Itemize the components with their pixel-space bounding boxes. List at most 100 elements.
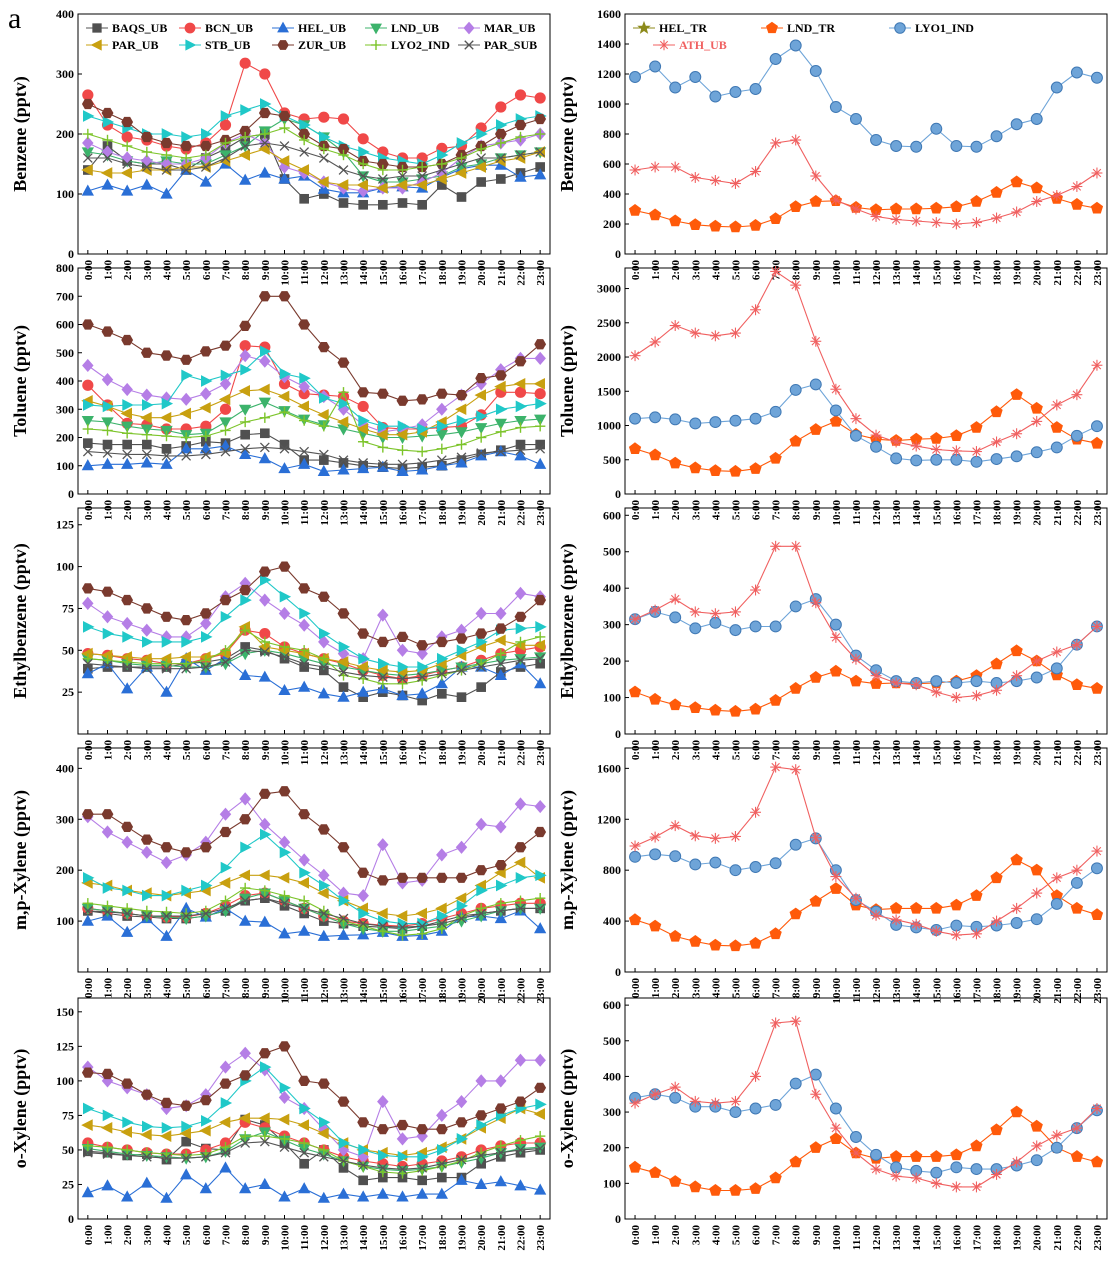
x-tick-label: 9:00 bbox=[811, 1225, 823, 1246]
data-point bbox=[240, 1138, 251, 1148]
data-point bbox=[629, 164, 641, 176]
data-point bbox=[102, 1109, 115, 1122]
series-par-sub bbox=[82, 442, 546, 470]
data-point bbox=[629, 71, 642, 83]
data-point bbox=[338, 387, 349, 398]
data-point bbox=[160, 929, 173, 941]
x-tick-label: 5:00 bbox=[730, 740, 742, 761]
y-tick-label: 100 bbox=[56, 1074, 74, 1088]
x-tick-label: 14:00 bbox=[911, 1225, 923, 1251]
x-tick-label: 20:00 bbox=[476, 260, 488, 286]
data-point bbox=[259, 1061, 272, 1073]
data-point bbox=[750, 166, 762, 177]
data-point bbox=[456, 1133, 469, 1145]
data-point bbox=[628, 204, 642, 216]
y-tick-label: 1500 bbox=[597, 384, 621, 398]
data-point bbox=[1050, 421, 1063, 433]
x-tick-label: 4:00 bbox=[162, 740, 174, 761]
data-point bbox=[648, 1166, 662, 1178]
data-point bbox=[750, 806, 762, 818]
x-tick-label: 0:00 bbox=[83, 260, 95, 281]
series-line bbox=[87, 295, 541, 402]
data-point bbox=[377, 420, 390, 433]
data-point bbox=[534, 414, 547, 426]
data-point bbox=[790, 540, 802, 552]
data-point bbox=[417, 458, 428, 468]
series-stb-ub bbox=[83, 828, 547, 930]
data-point bbox=[1051, 646, 1063, 658]
data-point bbox=[397, 164, 408, 176]
data-point bbox=[397, 459, 408, 470]
data-point bbox=[141, 623, 153, 637]
data-point bbox=[709, 416, 722, 429]
y-tick-label: 100 bbox=[603, 1176, 621, 1190]
data-point bbox=[357, 1117, 370, 1128]
data-point bbox=[82, 128, 94, 140]
data-point bbox=[161, 911, 172, 921]
y-axis-label: Toluene (pptv) bbox=[557, 325, 578, 437]
data-point bbox=[239, 625, 251, 636]
legend-entry: HEL_UB bbox=[272, 21, 346, 35]
data-point bbox=[749, 620, 762, 633]
data-point bbox=[455, 1173, 468, 1185]
data-point bbox=[910, 454, 923, 467]
x-tick-label: 14:00 bbox=[358, 500, 370, 526]
data-point bbox=[318, 635, 330, 649]
data-point bbox=[279, 141, 290, 151]
data-point bbox=[279, 443, 290, 454]
data-point bbox=[318, 131, 331, 143]
data-point bbox=[278, 561, 291, 572]
y-tick-label: 1400 bbox=[597, 37, 621, 51]
plot-frame bbox=[77, 507, 551, 735]
x-tick-label: 2:00 bbox=[670, 500, 682, 521]
data-point bbox=[1030, 913, 1043, 926]
data-point bbox=[456, 665, 467, 676]
data-point bbox=[239, 416, 251, 428]
data-point bbox=[435, 388, 448, 399]
chart-panel-3: 0 100 200 300 400 500 600 700 800 0:00 1:00 2:00 3:0… bbox=[10, 261, 551, 526]
data-point bbox=[239, 584, 252, 596]
series-line bbox=[87, 1052, 541, 1158]
x-tick-label: 4:00 bbox=[710, 978, 722, 999]
data-point bbox=[416, 647, 428, 661]
data-point bbox=[199, 842, 212, 853]
data-point bbox=[122, 1150, 133, 1161]
data-point bbox=[689, 622, 702, 635]
y-tick-label: 200 bbox=[603, 654, 621, 668]
x-tick-label: 18:00 bbox=[992, 500, 1004, 526]
data-point bbox=[950, 200, 963, 213]
series-par-ub bbox=[81, 621, 545, 678]
data-point bbox=[396, 395, 409, 406]
legend-entry: ZUR_UB bbox=[272, 38, 346, 52]
data-point bbox=[259, 647, 270, 657]
data-point bbox=[140, 1089, 153, 1100]
x-tick-label: 3:00 bbox=[142, 978, 154, 999]
x-tick-label: 19:00 bbox=[1012, 260, 1024, 286]
data-point bbox=[140, 178, 153, 190]
x-tick-label: 18:00 bbox=[437, 500, 449, 526]
data-point bbox=[122, 631, 134, 643]
y-tick-label: 300 bbox=[603, 1105, 621, 1119]
legend-entry: LYO1_IND bbox=[889, 21, 974, 35]
data-point bbox=[240, 841, 252, 854]
legend-label: LND_TR bbox=[787, 21, 835, 35]
data-point bbox=[277, 155, 290, 167]
data-point bbox=[298, 134, 310, 146]
data-point bbox=[850, 892, 862, 904]
data-point bbox=[1071, 864, 1083, 876]
series-bcn-ub bbox=[82, 1116, 546, 1173]
data-point bbox=[317, 591, 330, 602]
data-point bbox=[317, 464, 330, 477]
data-point bbox=[377, 926, 389, 937]
data-point bbox=[910, 202, 923, 215]
x-tick-label: 9:00 bbox=[260, 500, 272, 521]
data-point bbox=[930, 217, 942, 228]
data-point bbox=[219, 403, 232, 415]
data-point bbox=[180, 442, 193, 454]
data-point bbox=[455, 872, 468, 883]
x-tick-label: 1:00 bbox=[650, 978, 662, 999]
data-point bbox=[535, 147, 546, 157]
data-point bbox=[1090, 201, 1104, 214]
data-point bbox=[417, 672, 428, 682]
x-tick-label: 7:00 bbox=[221, 740, 233, 761]
